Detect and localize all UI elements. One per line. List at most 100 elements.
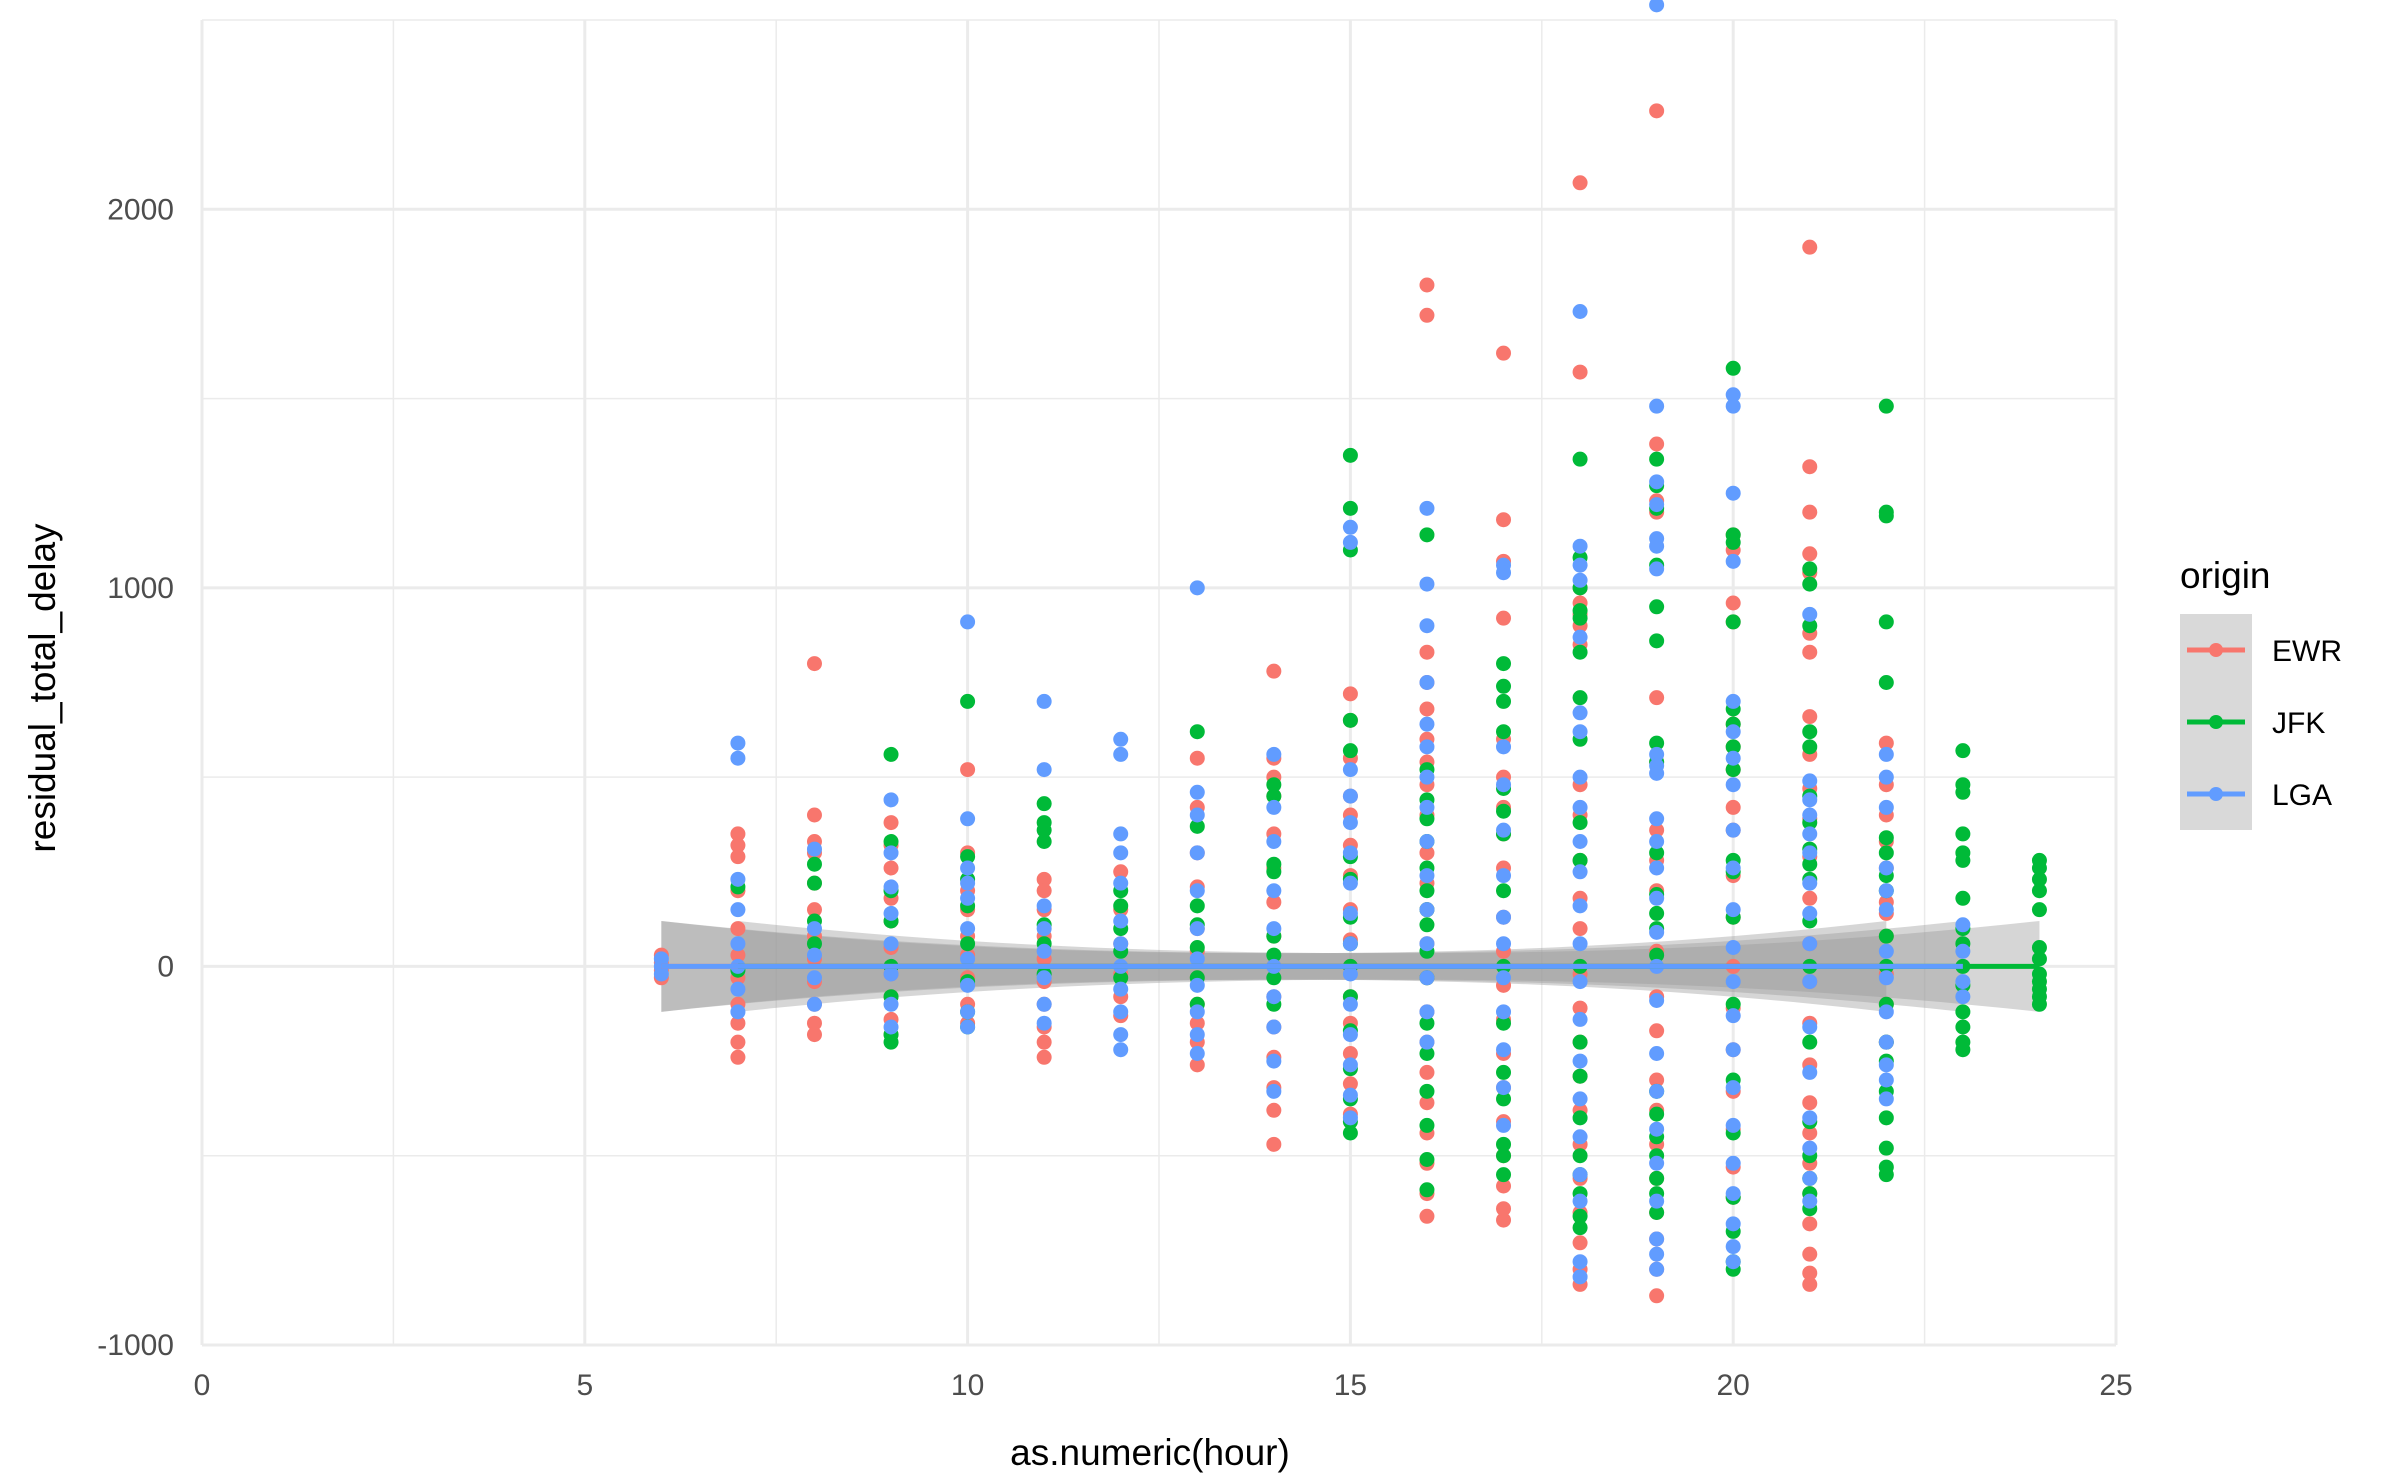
- point-lga: [730, 981, 746, 997]
- point-ewr: [1036, 871, 1052, 887]
- point-jfk: [1266, 970, 1282, 986]
- legend-keys: EWR JFK LGA: [2180, 614, 2342, 830]
- point-lga: [1725, 398, 1741, 414]
- point-lga: [1419, 1004, 1435, 1020]
- point-lga: [1342, 762, 1358, 778]
- point-jfk: [1496, 693, 1512, 709]
- point-lga: [1572, 724, 1588, 740]
- point-lga: [1878, 769, 1894, 785]
- point-lga: [1725, 777, 1741, 793]
- point-lga: [883, 966, 899, 982]
- point-ewr: [1802, 1095, 1818, 1111]
- point-lga: [1419, 716, 1435, 732]
- legend-title: origin: [2180, 555, 2271, 596]
- point-lga: [1955, 917, 1971, 933]
- point-jfk: [960, 936, 976, 952]
- point-lga: [1342, 966, 1358, 982]
- point-lga: [1649, 1121, 1665, 1137]
- point-jfk: [1878, 675, 1894, 690]
- point-lga: [730, 735, 746, 751]
- point-lga: [730, 750, 746, 766]
- point-lga: [1649, 1193, 1665, 1209]
- point-lga: [1189, 1027, 1205, 1043]
- point-lga: [1649, 993, 1665, 1008]
- point-lga: [883, 845, 899, 861]
- point-lga: [1802, 1064, 1818, 1080]
- point-jfk: [1572, 1034, 1588, 1050]
- point-jfk: [1878, 614, 1894, 630]
- point-jfk: [1725, 360, 1741, 376]
- point-ewr: [806, 902, 822, 918]
- point-lga: [1649, 1046, 1665, 1061]
- point-jfk: [1496, 1064, 1512, 1080]
- point-lga: [1496, 739, 1512, 755]
- point-ewr: [1342, 1046, 1358, 1061]
- point-ewr: [1649, 1023, 1665, 1039]
- point-lga: [1649, 1083, 1665, 1099]
- point-jfk: [1419, 811, 1435, 827]
- point-ewr: [730, 1034, 746, 1050]
- point-lga: [960, 860, 976, 876]
- point-lga: [1496, 936, 1512, 952]
- point-jfk: [1419, 1015, 1435, 1031]
- point-jfk: [1266, 947, 1282, 963]
- point-ewr: [1266, 663, 1282, 679]
- y-tick-label: 2000: [107, 193, 174, 226]
- point-ewr: [1802, 1216, 1818, 1232]
- point-lga: [1649, 561, 1665, 577]
- point-lga: [1496, 777, 1512, 793]
- point-ewr: [1189, 750, 1205, 766]
- point-lga: [1036, 762, 1052, 778]
- point-lga: [1725, 1186, 1741, 1202]
- point-ewr: [1572, 1235, 1588, 1251]
- point-ewr: [1496, 345, 1512, 361]
- point-jfk: [2031, 860, 2047, 876]
- point-jfk: [1419, 1083, 1435, 1099]
- point-lga: [1878, 1072, 1894, 1088]
- point-jfk: [1266, 864, 1282, 880]
- point-lga: [1878, 902, 1894, 918]
- point-lga: [1266, 1053, 1282, 1069]
- point-jfk: [1572, 690, 1588, 706]
- point-jfk: [1419, 1182, 1435, 1198]
- point-lga: [1878, 970, 1894, 986]
- point-jfk: [1496, 803, 1512, 819]
- y-axis-title: residual_total_delay: [22, 523, 63, 853]
- point-ewr: [1725, 799, 1741, 815]
- point-lga: [1572, 705, 1588, 721]
- point-jfk: [1878, 830, 1894, 846]
- point-lga: [1036, 693, 1052, 709]
- tick-labels: 0 5 10 15 20 25 -1000 0 1000 2000: [97, 193, 2132, 1402]
- point-lga: [806, 947, 822, 963]
- point-lga: [1266, 1019, 1282, 1035]
- point-lga: [883, 792, 899, 808]
- point-ewr: [806, 1015, 822, 1031]
- point-lga: [1725, 724, 1741, 740]
- point-jfk: [2031, 902, 2047, 918]
- point-lga: [1572, 304, 1588, 319]
- point-jfk: [1496, 678, 1512, 694]
- point-lga: [960, 875, 976, 891]
- point-ewr: [1036, 1034, 1052, 1050]
- point-lga: [1725, 822, 1741, 838]
- point-lga: [1496, 909, 1512, 925]
- point-lga: [1649, 538, 1665, 554]
- point-jfk: [806, 936, 822, 952]
- point-lga: [1266, 834, 1282, 849]
- point-lga: [1496, 868, 1512, 884]
- point-lga: [1649, 890, 1665, 906]
- point-jfk: [1419, 1152, 1435, 1167]
- y-tick-label: 0: [157, 950, 174, 983]
- point-lga: [1113, 875, 1129, 891]
- point-jfk: [1955, 1004, 1971, 1020]
- point-jfk: [1955, 826, 1971, 842]
- x-tick-label: 0: [194, 1369, 211, 1402]
- point-lga: [1802, 1170, 1818, 1186]
- legend-label-jfk: JFK: [2272, 707, 2325, 740]
- point-lga: [960, 1019, 976, 1035]
- point-ewr: [1802, 890, 1818, 906]
- point-lga: [1419, 799, 1435, 815]
- point-lga: [730, 902, 746, 918]
- point-jfk: [1189, 818, 1205, 834]
- point-lga: [653, 951, 669, 967]
